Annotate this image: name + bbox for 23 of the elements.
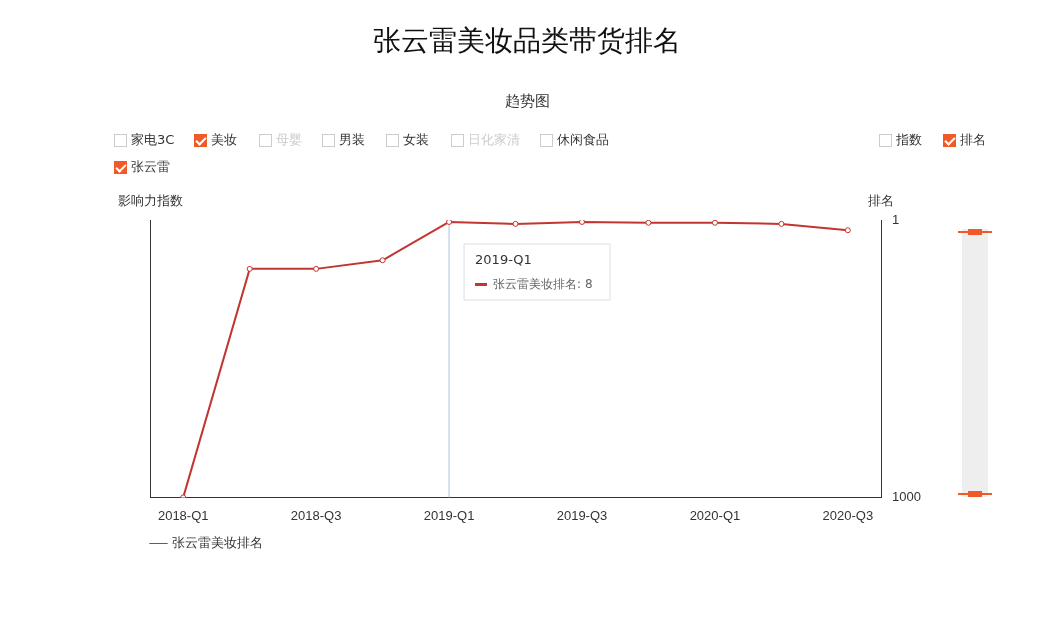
legend-label: 张云雷美妆排名 bbox=[171, 534, 263, 550]
text: 张云雷 bbox=[131, 158, 170, 176]
y2-axis-title: 排名 bbox=[868, 192, 895, 208]
x-tick-label: 2020-Q3 bbox=[822, 507, 874, 523]
chart-subtitle: 趋势图 bbox=[503, 92, 551, 111]
y2-tick-label: 1000 bbox=[892, 488, 921, 504]
x-tick-label: 2019-Q3 bbox=[556, 507, 608, 523]
x-tick-label: 2020-Q1 bbox=[689, 507, 741, 523]
text: 女装 bbox=[403, 131, 429, 149]
x-tick-label: 2018-Q3 bbox=[290, 507, 342, 523]
text: 休闲食品 bbox=[557, 131, 609, 149]
y-axis-title: 影响力指数 bbox=[117, 192, 183, 208]
text: 排名 bbox=[960, 131, 986, 149]
text: 家电3C bbox=[131, 131, 175, 149]
chart-title: 张云雷美妆品类带货排名 bbox=[372, 23, 682, 59]
annotation: 张云雷美妆排名: 8 bbox=[493, 277, 593, 292]
x-tick-label: 2018-Q1 bbox=[157, 507, 209, 523]
y2-tick-label: 1 bbox=[892, 211, 900, 227]
text: 美妆 bbox=[211, 131, 237, 149]
annotation: 2019-Q1 bbox=[475, 252, 532, 268]
text: 男装 bbox=[339, 131, 365, 149]
text: 指数 bbox=[896, 131, 922, 149]
x-tick-label: 2019-Q1 bbox=[423, 507, 475, 523]
